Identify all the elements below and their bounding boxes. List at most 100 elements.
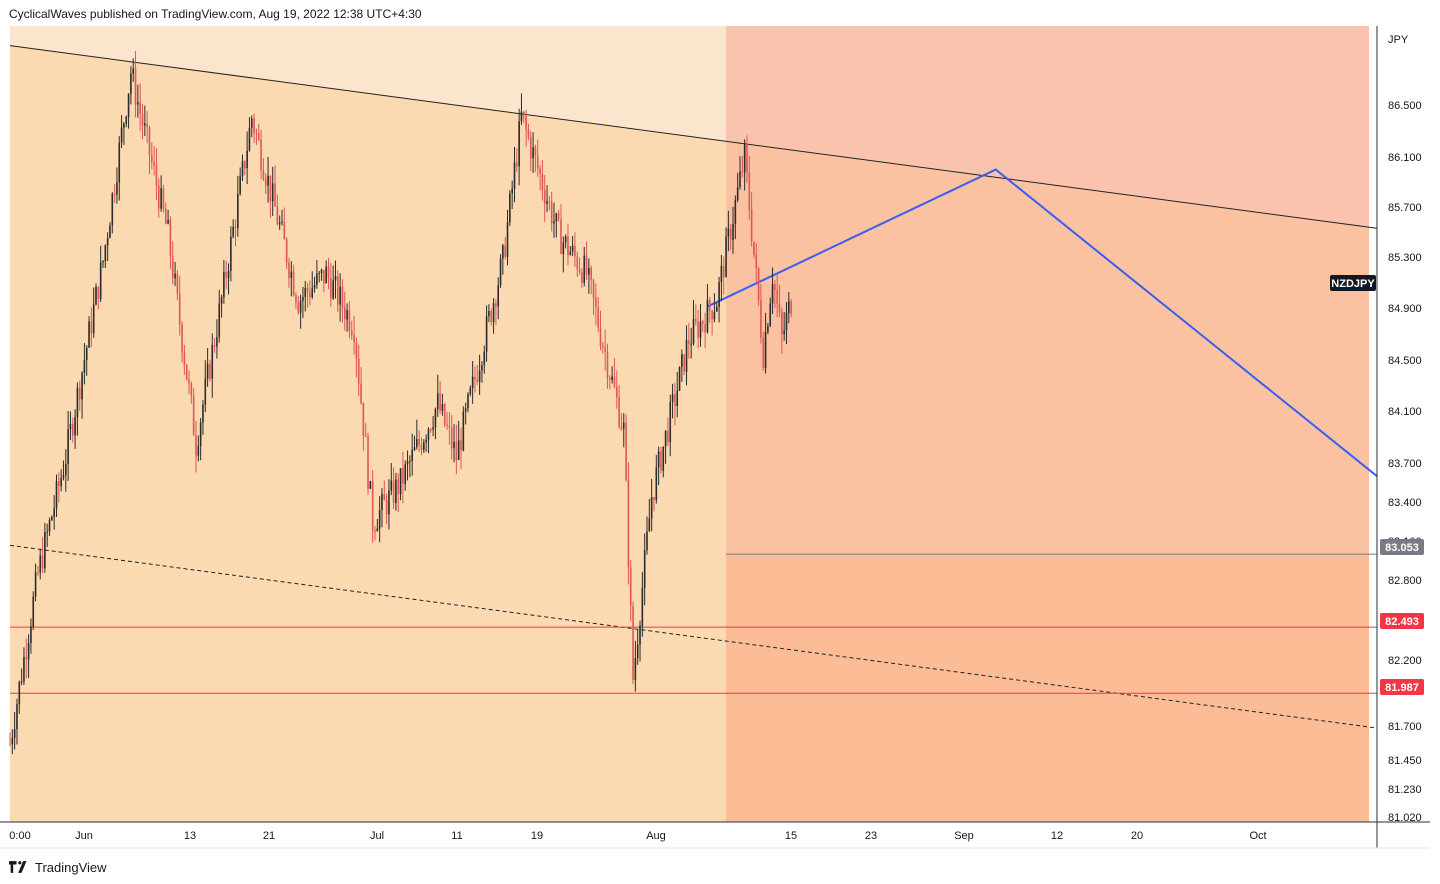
candle	[532, 132, 534, 173]
candle	[104, 244, 107, 269]
y-tick-label: 84.900	[1388, 303, 1422, 315]
tradingview-logo-icon	[9, 861, 27, 873]
candle	[604, 329, 606, 371]
candle	[790, 299, 792, 318]
candle	[139, 83, 141, 132]
candle	[185, 364, 188, 381]
candle	[634, 640, 637, 692]
candle	[441, 393, 444, 416]
candle	[513, 146, 516, 203]
candle	[23, 647, 25, 686]
candle	[427, 427, 430, 454]
candle	[188, 370, 190, 395]
candle	[541, 160, 544, 201]
candle	[106, 232, 109, 261]
y-tick-label: 82.200	[1388, 655, 1422, 667]
candle	[232, 219, 234, 239]
candle	[134, 51, 137, 118]
candle	[420, 437, 423, 456]
candle	[729, 223, 732, 250]
candle	[290, 261, 293, 297]
candle	[704, 312, 706, 349]
candle	[262, 158, 265, 182]
candle	[746, 135, 748, 183]
candle	[337, 270, 339, 313]
candle	[318, 270, 321, 283]
candle	[257, 123, 260, 142]
candle	[309, 280, 311, 306]
candle	[360, 367, 362, 405]
candle	[681, 349, 683, 382]
candle	[453, 424, 455, 463]
candle	[690, 327, 692, 359]
candle	[753, 241, 755, 259]
candle	[536, 139, 539, 177]
candle	[16, 698, 18, 745]
candle	[390, 463, 393, 496]
candle	[388, 479, 390, 530]
candle	[155, 148, 158, 200]
candle	[434, 407, 437, 440]
candle	[529, 131, 532, 172]
candle	[41, 537, 44, 573]
candle	[774, 280, 776, 309]
candle	[646, 516, 648, 555]
candle	[148, 125, 151, 175]
candle	[285, 236, 288, 270]
candle	[511, 180, 513, 210]
x-tick-label: Jun	[75, 830, 93, 842]
candle	[436, 374, 439, 417]
candle	[423, 438, 425, 454]
candle	[109, 222, 111, 239]
footer-brand[interactable]: TradingView	[9, 858, 107, 876]
candle	[499, 254, 502, 288]
x-tick-label: 21	[263, 830, 275, 842]
price-tag[interactable]: 82.493	[1380, 613, 1424, 629]
price-tag[interactable]: 83.053	[1380, 539, 1424, 555]
dashed-support-trendline[interactable]	[9, 544, 1378, 729]
candle	[339, 273, 341, 322]
candle	[560, 203, 562, 255]
candle	[176, 270, 179, 301]
candle	[88, 316, 90, 349]
candle	[432, 415, 434, 437]
candle	[350, 320, 353, 340]
candle	[595, 283, 597, 326]
candle	[718, 276, 720, 323]
candle	[760, 283, 762, 344]
y-tick-label: 85.700	[1388, 202, 1422, 214]
candle	[471, 361, 474, 404]
price-tag[interactable]: 81.987	[1380, 679, 1424, 695]
candle	[213, 338, 216, 353]
resistance-trendline[interactable]	[9, 45, 1378, 229]
candle	[234, 219, 237, 247]
candle	[181, 321, 183, 363]
candle	[571, 236, 574, 257]
projection-path[interactable]	[707, 168, 1378, 477]
candle	[378, 496, 381, 543]
candle	[178, 276, 181, 336]
candle	[162, 184, 165, 213]
x-tick-label: Aug	[646, 830, 666, 842]
candle	[332, 265, 334, 301]
candle	[125, 115, 128, 128]
candle	[678, 366, 681, 392]
candle	[539, 164, 541, 191]
candle	[485, 305, 488, 362]
candle	[113, 184, 116, 203]
candle	[464, 402, 467, 425]
candle	[769, 297, 772, 328]
candle	[639, 620, 641, 662]
candle	[62, 460, 65, 481]
candle	[371, 470, 374, 543]
x-tick-label: 12	[1051, 830, 1063, 842]
candle	[67, 410, 69, 481]
candle	[701, 319, 704, 333]
candle	[722, 256, 725, 295]
symbol-tag[interactable]: NZDJPY	[1330, 275, 1376, 291]
candle	[632, 601, 634, 685]
currency-label: JPY	[1388, 34, 1409, 46]
y-tick-label: 82.800	[1388, 575, 1422, 587]
candle	[692, 300, 695, 346]
